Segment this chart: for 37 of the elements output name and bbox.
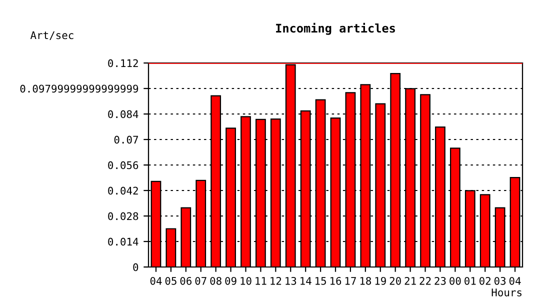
y-tick-label: 0.042 bbox=[108, 186, 138, 195]
y-tick-label: 0.07 bbox=[114, 136, 138, 144]
x-tick-label: 04 bbox=[509, 276, 521, 285]
y-tick-label: 0.014 bbox=[108, 238, 138, 246]
x-tick-label: 07 bbox=[195, 276, 206, 285]
x-tick-label: 06 bbox=[180, 276, 192, 285]
x-tick-label: 04 bbox=[150, 276, 162, 285]
y-tick-label: 0.112 bbox=[108, 59, 138, 68]
y-tick-label: 0.056 bbox=[108, 161, 138, 170]
x-tick-label: 03 bbox=[494, 276, 506, 285]
x-tick-label: 14 bbox=[300, 277, 312, 285]
y-tick-label: 0 bbox=[133, 263, 138, 272]
x-tick-label: 23 bbox=[434, 276, 446, 285]
x-tick-label: 09 bbox=[225, 276, 236, 285]
x-tick-label: 12 bbox=[270, 276, 282, 285]
x-tick-label: 19 bbox=[375, 276, 386, 285]
y-tick-label: 0.084 bbox=[108, 110, 138, 118]
x-tick-label: 22 bbox=[420, 276, 431, 285]
x-tick-label: 13 bbox=[286, 276, 296, 285]
x-tick-label: 00 bbox=[450, 276, 461, 285]
x-tick-label: 16 bbox=[330, 276, 342, 285]
x-tick-label: 08 bbox=[210, 276, 222, 285]
x-tick-label: 02 bbox=[480, 276, 490, 285]
y-tick-label: 0.028 bbox=[108, 212, 138, 220]
y-tick-label: 0.09799999999999999 bbox=[20, 84, 138, 93]
x-tick-label: 17 bbox=[345, 277, 356, 285]
y-axis-title: Art/sec bbox=[30, 31, 74, 40]
x-axis-title: Hours bbox=[492, 288, 522, 296]
x-tick-label: 21 bbox=[404, 276, 416, 285]
x-tick-label: 15 bbox=[316, 277, 326, 285]
x-tick-label: 01 bbox=[464, 276, 476, 285]
x-tick-label: 20 bbox=[390, 276, 401, 285]
chart-title: Incoming articles bbox=[276, 22, 395, 35]
x-tick-label: 11 bbox=[256, 277, 266, 285]
x-tick-label: 18 bbox=[360, 276, 372, 285]
x-tick-label: 10 bbox=[240, 276, 252, 285]
x-tick-label: 05 bbox=[165, 276, 176, 285]
